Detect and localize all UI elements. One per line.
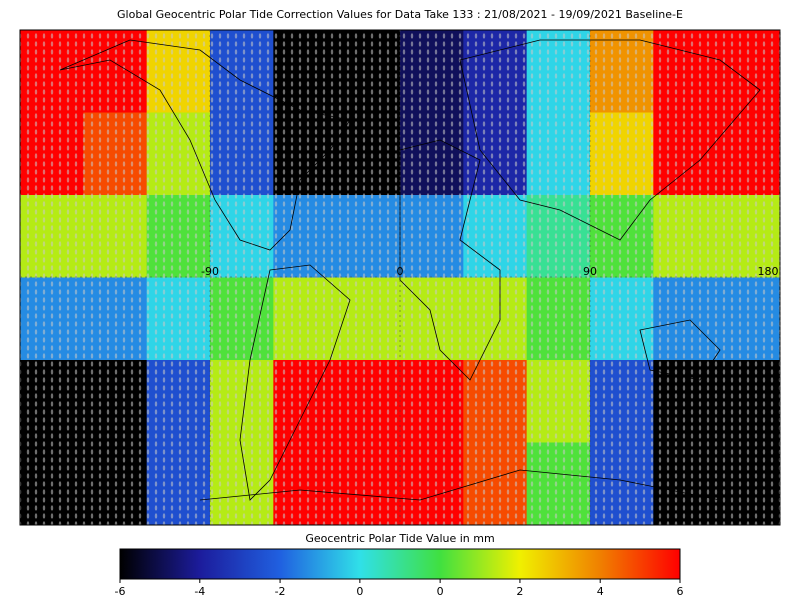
colorbar xyxy=(119,548,681,580)
x-tick-label: -90 xyxy=(201,265,219,278)
x-tick-label: 0 xyxy=(397,265,404,278)
colorbar-tick-label: -2 xyxy=(275,585,286,598)
colorbar-tick-label: 0 xyxy=(437,585,444,598)
x-tick-label: 180 xyxy=(758,265,779,278)
colorbar-tick-label: 6 xyxy=(677,585,684,598)
colorbar-tick-label: 2 xyxy=(516,585,523,598)
colorbar-label: Geocentric Polar Tide Value in mm xyxy=(305,532,494,545)
colorbar-tick-label: 4 xyxy=(597,585,604,598)
x-tick-label: 90 xyxy=(583,265,597,278)
colorbar-tick-label: 0 xyxy=(356,585,363,598)
map-title: Global Geocentric Polar Tide Correction … xyxy=(117,8,683,21)
colorbar-tick-label: -4 xyxy=(194,585,205,598)
colorbar-tick-label: -6 xyxy=(115,585,126,598)
